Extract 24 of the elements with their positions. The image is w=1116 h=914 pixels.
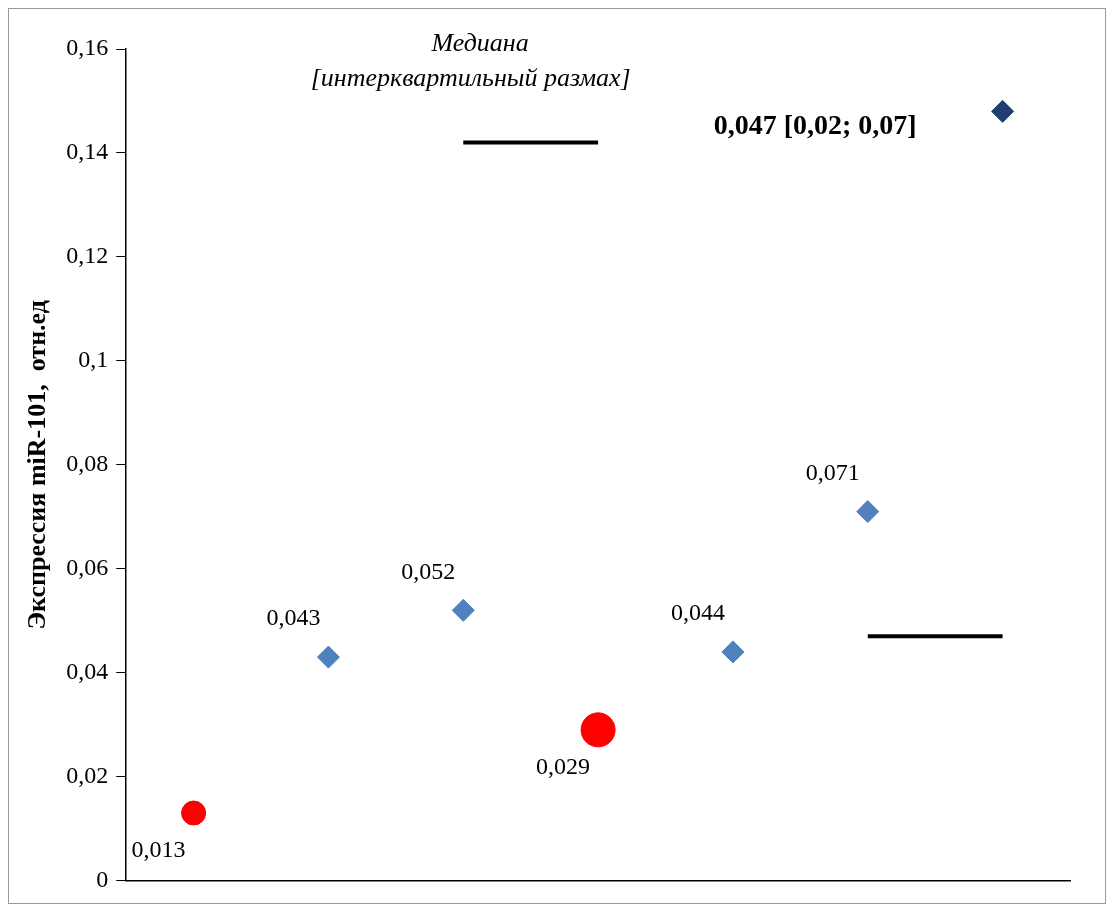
data-label: 0,071 bbox=[805, 458, 860, 485]
y-tick-label: 0,06 bbox=[66, 554, 109, 581]
y-tick-label: 0,1 bbox=[78, 346, 109, 373]
data-label: 0,029 bbox=[536, 753, 591, 780]
y-tick-label: 0,04 bbox=[66, 658, 109, 684]
y-tick-label: 0,16 bbox=[66, 34, 109, 61]
data-label: 0,052 bbox=[401, 557, 456, 584]
data-label: 0,043 bbox=[266, 604, 321, 631]
y-tick-label: 0 bbox=[96, 865, 109, 892]
point bbox=[451, 598, 475, 622]
annotation: 0,047 [0,02; 0,07] bbox=[713, 109, 917, 141]
annotation: Медиана bbox=[430, 27, 529, 57]
data-label: 0,044 bbox=[670, 599, 725, 626]
point bbox=[316, 645, 340, 669]
point bbox=[721, 640, 745, 664]
point bbox=[856, 500, 880, 524]
y-tick-label: 0,08 bbox=[66, 450, 109, 477]
point bbox=[991, 99, 1015, 123]
y-tick-label: 0,02 bbox=[66, 761, 109, 788]
annotation: [интерквартильный размах] bbox=[310, 62, 631, 92]
y-tick-label: 0,12 bbox=[66, 242, 109, 269]
data-label: 0,013 bbox=[131, 836, 186, 863]
y-tick-label: 0,14 bbox=[66, 138, 109, 165]
y-axis-title: Экспрессия miR-101, отн.ед bbox=[22, 300, 52, 630]
